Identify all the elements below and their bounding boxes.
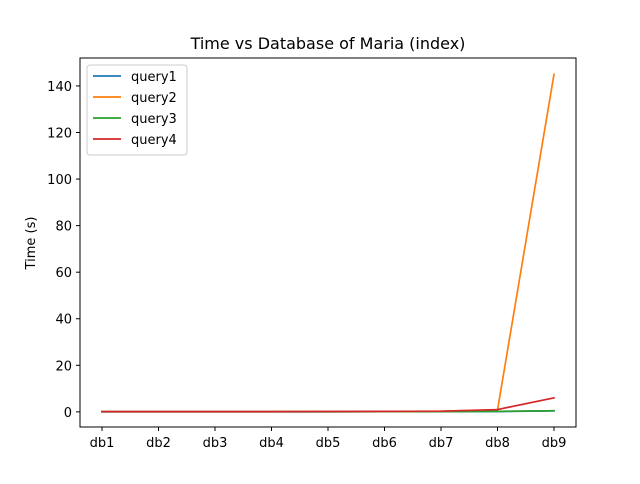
x-tick-label: db1 bbox=[90, 436, 115, 451]
y-tick-label: 40 bbox=[55, 313, 72, 328]
y-tick-label: 60 bbox=[55, 266, 72, 281]
x-tick-label: db9 bbox=[542, 436, 567, 451]
y-tick-label: 120 bbox=[47, 126, 72, 141]
y-axis-label: Time (s) bbox=[24, 217, 39, 271]
legend-label-query3: query3 bbox=[131, 112, 177, 127]
legend: query1 query2 query3 query4 bbox=[86, 64, 188, 156]
legend-label-query2: query2 bbox=[131, 91, 177, 106]
x-tick-label: db6 bbox=[372, 436, 397, 451]
legend-box bbox=[86, 64, 188, 156]
series-lines bbox=[101, 73, 556, 413]
y-tick-label: 80 bbox=[55, 220, 72, 235]
legend-label-query1: query1 bbox=[131, 70, 177, 85]
series-line-query4 bbox=[101, 396, 556, 413]
x-tick-label: db4 bbox=[259, 436, 284, 451]
x-tick-label: db5 bbox=[316, 436, 341, 451]
x-tick-label: db7 bbox=[429, 436, 454, 451]
x-tick-label: db3 bbox=[203, 436, 228, 451]
y-tick-label: 100 bbox=[47, 173, 72, 188]
x-axis-ticks: db1 db2 db3 db4 db5 db6 db7 db8 db9 bbox=[90, 427, 567, 451]
y-tick-label: 20 bbox=[55, 359, 72, 374]
x-tick-label: db8 bbox=[485, 436, 510, 451]
x-tick-label: db2 bbox=[146, 436, 171, 451]
y-tick-label: 140 bbox=[47, 80, 72, 95]
chart-title: Time vs Database of Maria (index) bbox=[190, 34, 466, 53]
legend-label-query4: query4 bbox=[131, 133, 177, 148]
y-tick-label: 0 bbox=[64, 406, 72, 421]
y-axis-ticks: 0 20 40 60 80 100 120 140 bbox=[47, 80, 80, 421]
